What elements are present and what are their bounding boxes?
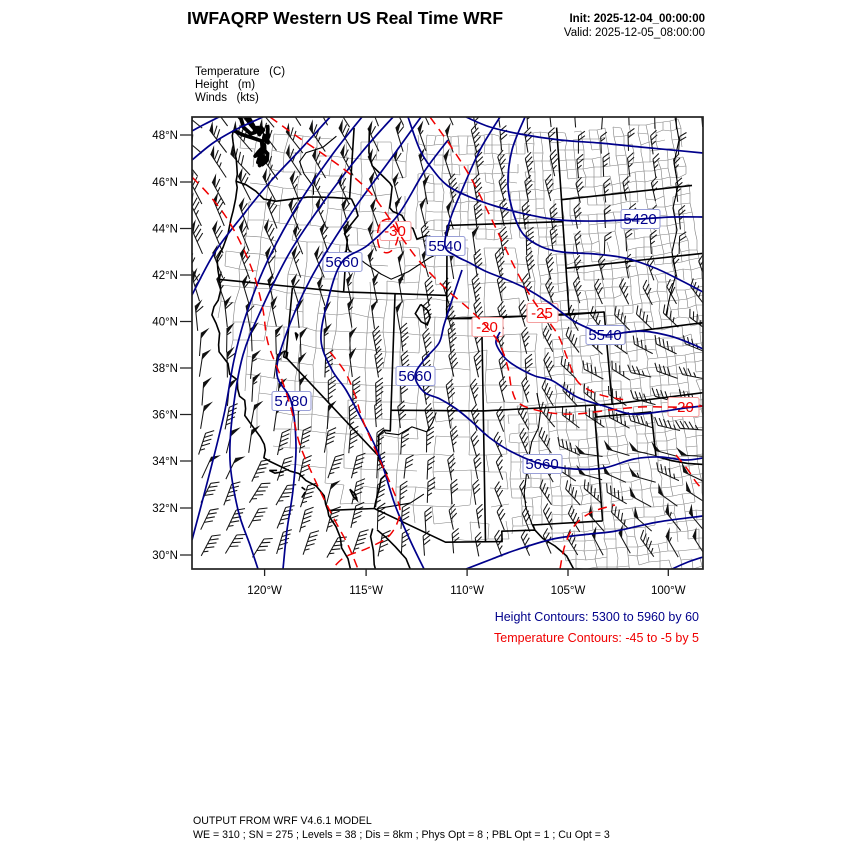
- svg-text:-30: -30: [384, 223, 406, 240]
- svg-text:IWFAQRP Western US Real Time W: IWFAQRP Western US Real Time WRF: [187, 8, 503, 28]
- svg-text:110°W: 110°W: [450, 585, 484, 597]
- svg-text:105°W: 105°W: [551, 585, 586, 597]
- svg-text:34°N: 34°N: [152, 456, 178, 468]
- svg-text:36°N: 36°N: [152, 410, 178, 422]
- svg-text:48°N: 48°N: [152, 130, 178, 142]
- svg-text:40°N: 40°N: [152, 317, 178, 329]
- svg-text:30°N: 30°N: [152, 550, 178, 562]
- svg-text:Temperature Contours: -45 to -: Temperature Contours: -45 to -5 by 5: [494, 631, 699, 645]
- svg-text:Init: 2025-12-04_00:00:00: Init: 2025-12-04_00:00:00: [569, 13, 705, 25]
- svg-text:Winds (kts): Winds (kts): [195, 92, 259, 104]
- svg-text:44°N: 44°N: [152, 224, 178, 236]
- svg-text:120°W: 120°W: [247, 585, 282, 597]
- svg-text:46°N: 46°N: [152, 177, 178, 189]
- svg-text:Height Contours: 5300 to 5960: Height Contours: 5300 to 5960 by 60: [495, 610, 699, 624]
- svg-text:OUTPUT FROM WRF V4.6.1 MODEL: OUTPUT FROM WRF V4.6.1 MODEL: [193, 815, 372, 827]
- svg-text:Temperature (C): Temperature (C): [195, 66, 285, 78]
- svg-text:32°N: 32°N: [152, 503, 178, 515]
- svg-text:Valid: 2025-12-05_08:00:00: Valid: 2025-12-05_08:00:00: [564, 27, 705, 39]
- svg-text:WE = 310 ; SN = 275 ; Levels =: WE = 310 ; SN = 275 ; Levels = 38 ; Dis …: [193, 829, 610, 841]
- svg-text:100°W: 100°W: [651, 585, 686, 597]
- svg-text:42°N: 42°N: [152, 270, 178, 282]
- svg-text:38°N: 38°N: [152, 363, 178, 375]
- svg-text:Height (m): Height (m): [195, 79, 255, 91]
- svg-text:115°W: 115°W: [349, 585, 383, 597]
